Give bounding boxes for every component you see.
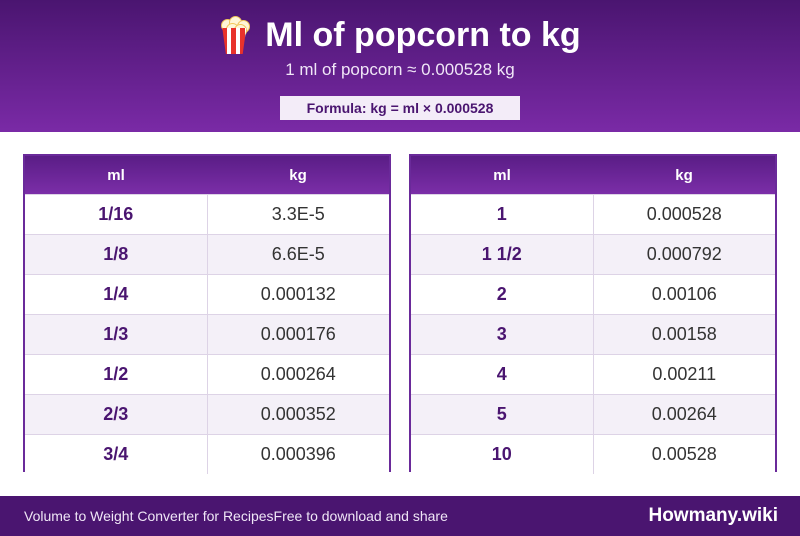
table-row: 1/8 6.6E-5: [25, 234, 389, 274]
ml-cell: 4: [411, 355, 594, 394]
table-row: 2 0.00106: [411, 274, 775, 314]
ml-cell: 1/3: [25, 315, 208, 354]
table-header: ml kg: [25, 156, 389, 194]
ml-cell: 1/8: [25, 235, 208, 274]
ml-cell: 1/4: [25, 275, 208, 314]
ml-cell: 1 1/2: [411, 235, 594, 274]
kg-cell: 0.00264: [651, 404, 717, 424]
kg-cell: 0.00211: [652, 364, 717, 384]
kg-cell: 0.000528: [646, 204, 722, 224]
ml-cell: 3/4: [25, 435, 208, 474]
kg-cell: 0.00106: [651, 284, 717, 304]
column-header-ml: ml: [107, 166, 125, 184]
formula-badge: Formula: kg = ml × 0.000528: [280, 96, 520, 120]
table-row: 1 0.000528: [411, 194, 775, 234]
brand-logo-text[interactable]: Howmany.wiki: [648, 505, 778, 526]
ml-cell: 1/2: [25, 355, 208, 394]
table-row: 2/3 0.000352: [25, 394, 389, 434]
table-row: 1 1/2 0.000792: [411, 234, 775, 274]
header-banner: Ml of popcorn to kg 1 ml of popcorn ≈ 0.…: [0, 0, 800, 132]
table-header: ml kg: [411, 156, 775, 194]
kg-cell: 3.3E-5: [271, 204, 325, 224]
ml-cell: 3: [411, 315, 594, 354]
kg-cell: 6.6E-5: [271, 244, 325, 264]
kg-cell: 0.000176: [260, 324, 336, 344]
ml-cell: 1: [411, 195, 594, 234]
table-row: 1/16 3.3E-5: [25, 194, 389, 234]
table-row: 3 0.00158: [411, 314, 775, 354]
footer-bar: Volume to Weight Converter for RecipesFr…: [0, 496, 800, 536]
column-header-kg: kg: [675, 166, 693, 184]
page-title: Ml of popcorn to kg: [265, 15, 581, 54]
kg-cell: 0.000264: [260, 364, 336, 384]
kg-cell: 0.000132: [260, 284, 336, 304]
table-row: 5 0.00264: [411, 394, 775, 434]
ml-cell: 2: [411, 275, 594, 314]
conversion-table-right: ml kg 1 0.000528 1 1/2 0.000792 2 0.00106 3…: [409, 154, 777, 474]
conversion-subtitle: 1 ml of popcorn ≈ 0.000528 kg: [285, 60, 515, 79]
ml-cell: 1/16: [25, 195, 208, 234]
column-header-kg: kg: [289, 166, 307, 184]
conversion-table-left: ml kg 1/16 3.3E-5 1/8 6.6E-5 1/4 0.000132 1…: [23, 154, 391, 474]
ml-cell: 2/3: [25, 395, 208, 434]
popcorn-icon: [219, 16, 251, 54]
kg-cell: 0.000396: [260, 444, 336, 464]
table-row: 1/2 0.000264: [25, 354, 389, 394]
kg-cell: 0.00528: [651, 444, 717, 464]
page-title-row: Ml of popcorn to kg: [0, 12, 800, 58]
kg-cell: 0.000352: [260, 404, 336, 424]
kg-cell: 0.000792: [646, 244, 722, 264]
ml-cell: 10: [411, 435, 594, 474]
table-row: 3/4 0.000396: [25, 434, 389, 474]
table-row: 10 0.00528: [411, 434, 775, 474]
column-header-ml: ml: [493, 166, 511, 184]
ml-cell: 5: [411, 395, 594, 434]
table-row: 4 0.00211: [411, 354, 775, 394]
table-row: 1/3 0.000176: [25, 314, 389, 354]
footer-description: Volume to Weight Converter for RecipesFr…: [24, 508, 448, 524]
table-row: 1/4 0.000132: [25, 274, 389, 314]
kg-cell: 0.00158: [651, 324, 717, 344]
